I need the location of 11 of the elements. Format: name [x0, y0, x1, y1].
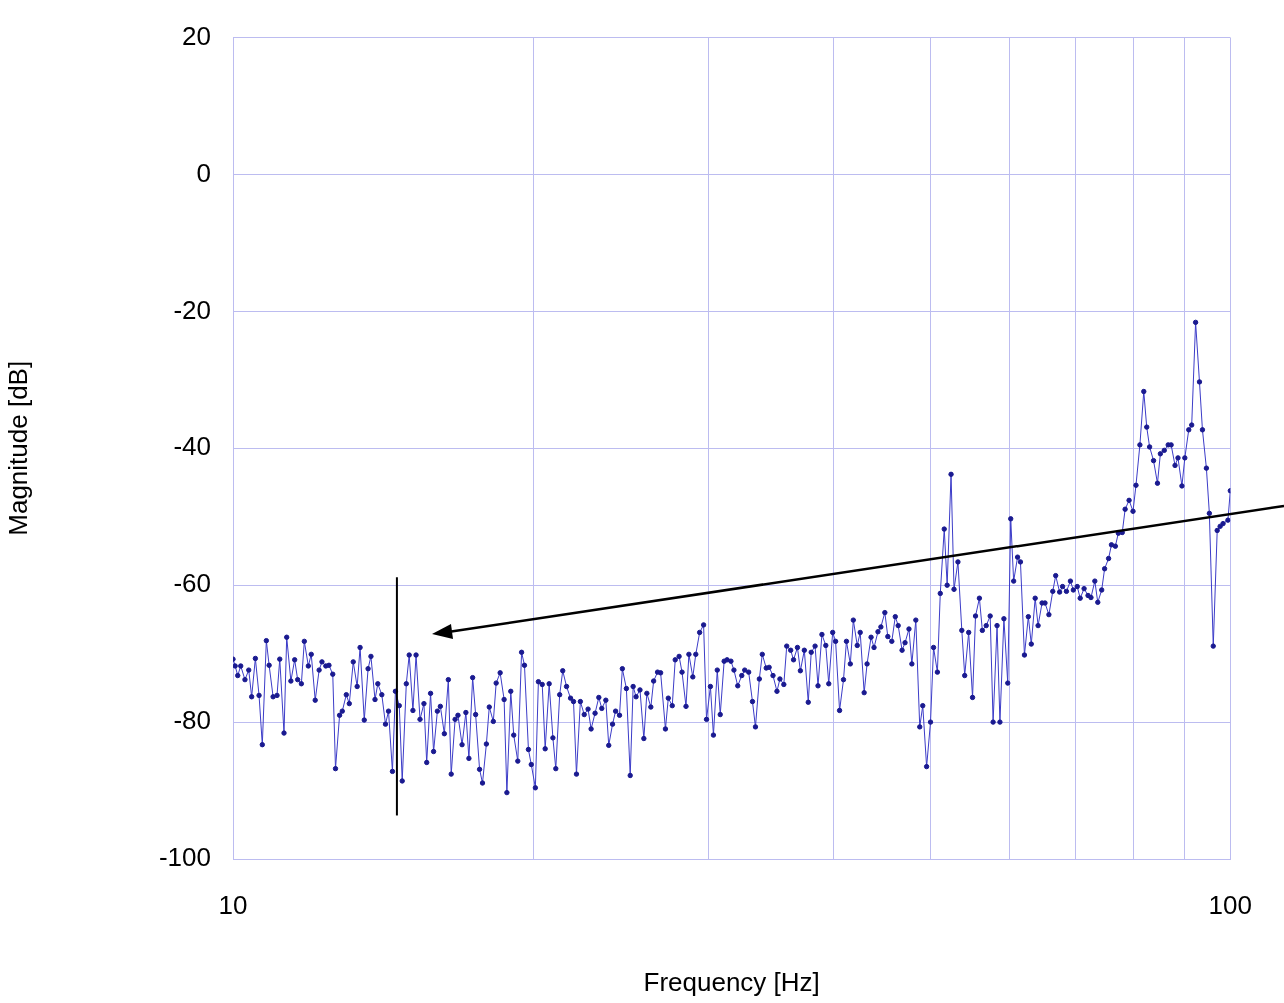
x-tick-label: 10 [218, 889, 248, 920]
y-tick-label: -20 [173, 294, 211, 325]
x-axis-title: Frequency [Hz] [643, 966, 820, 997]
y-tick-label: 20 [182, 20, 211, 51]
y-tick-label: -40 [173, 431, 211, 462]
y-tick-label: 0 [196, 157, 211, 188]
y-tick-label: -100 [158, 842, 211, 873]
y-axis-title: Magnitude [dB] [2, 360, 33, 536]
y-tick-label: -60 [173, 568, 211, 599]
x-tick-label: 100 [1208, 889, 1253, 920]
y-tick-label: -80 [173, 705, 211, 736]
